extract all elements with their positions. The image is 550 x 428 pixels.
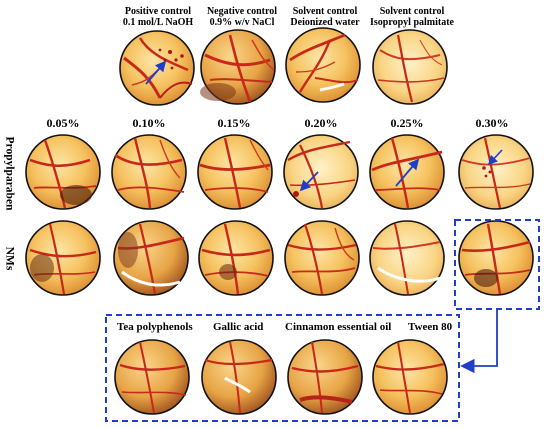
concentration-label-1: 0.05% bbox=[46, 116, 80, 130]
cam-image-solvent-control-ipp bbox=[372, 29, 448, 105]
cam-image-positive-control bbox=[119, 30, 195, 106]
cam-image-propylparaben-0.25 bbox=[369, 134, 445, 210]
ingredient-label-tea-polyphenols: Tea polyphenols bbox=[117, 321, 193, 333]
cam-image-propylparaben-0.20 bbox=[283, 134, 359, 210]
concentration-label-2: 0.10% bbox=[132, 116, 166, 130]
control-label-negative: Negative control 0.9% w/v NaCl bbox=[206, 6, 278, 28]
control-label-positive: Positive control 0.1 mol/L NaOH bbox=[122, 6, 194, 28]
concentration-label-5: 0.25% bbox=[390, 116, 424, 130]
cam-image-gallic-acid bbox=[201, 339, 277, 415]
cam-image-tea-polyphenols bbox=[114, 339, 190, 415]
cam-image-tween-80 bbox=[372, 339, 448, 415]
cam-image-propylparaben-0.05 bbox=[25, 134, 101, 210]
cam-image-nms-0.20 bbox=[284, 220, 360, 296]
cam-image-cinnamon-essential-oil bbox=[287, 339, 363, 415]
control-label-solvent-ipp: Solvent control Isopropyl palmitate bbox=[370, 6, 454, 28]
cam-image-nms-0.15 bbox=[198, 220, 274, 296]
cam-image-propylparaben-0.10 bbox=[111, 134, 187, 210]
ingredient-label-gallic-acid: Gallic acid bbox=[213, 321, 264, 333]
cam-image-nms-0.30 bbox=[458, 220, 534, 296]
control-label-solvent-water: Solvent control Deionized water bbox=[290, 6, 360, 28]
ingredient-label-cinnamon-oil: Cinnamon essential oil bbox=[285, 321, 392, 333]
ingredient-label-tween-80: Tween 80 bbox=[408, 321, 453, 333]
cam-image-nms-0.10 bbox=[113, 220, 189, 296]
connector-arrow bbox=[460, 309, 498, 374]
cam-image-nms-0.25 bbox=[369, 220, 445, 296]
cam-image-nms-0.05 bbox=[25, 220, 101, 296]
highlight-box-ingredients bbox=[105, 314, 460, 422]
cam-image-negative-control bbox=[200, 29, 276, 105]
cam-image-solvent-control-water bbox=[285, 27, 361, 103]
cam-image-propylparaben-0.30 bbox=[458, 134, 534, 210]
cam-image-propylparaben-0.15 bbox=[197, 134, 273, 210]
concentration-label-4: 0.20% bbox=[304, 116, 338, 130]
concentration-label-3: 0.15% bbox=[217, 116, 251, 130]
concentration-label-6: 0.30% bbox=[475, 116, 509, 130]
